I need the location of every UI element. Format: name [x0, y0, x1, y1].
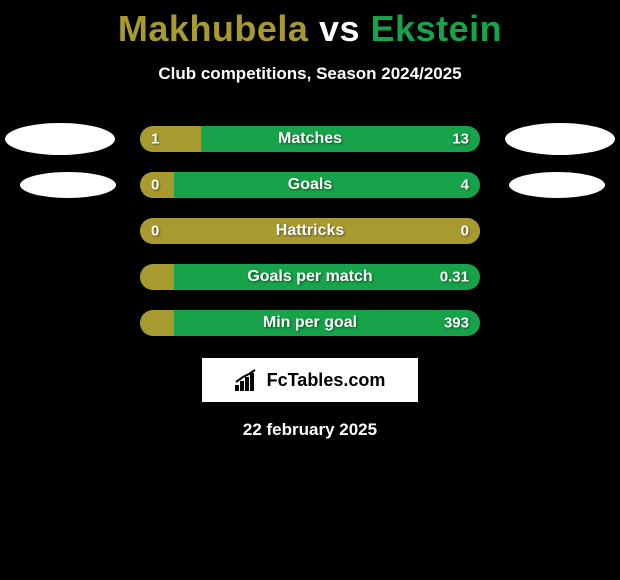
player2-avatar [509, 172, 605, 198]
player1-name: Makhubela [118, 8, 309, 49]
stat-bar: 0 4 Goals [140, 172, 480, 198]
comparison-title: Makhubela vs Ekstein [0, 0, 620, 50]
player1-avatar [5, 123, 115, 155]
stat-bar: 393 Min per goal [140, 310, 480, 336]
stat-label: Goals [288, 176, 332, 194]
stat-bar: 0 0 Hattricks [140, 218, 480, 244]
subtitle: Club competitions, Season 2024/2025 [0, 64, 620, 84]
brand-box: FcTables.com [202, 358, 418, 402]
stat-bar-fill [140, 264, 174, 290]
stat-row: 0.31 Goals per match [0, 254, 620, 300]
date-text: 22 february 2025 [0, 420, 620, 440]
brand-icon [235, 369, 261, 391]
stat-bar-fill [140, 126, 201, 152]
player2-avatar [505, 123, 615, 155]
stat-left-value: 1 [151, 131, 159, 148]
stat-right-value: 4 [461, 177, 469, 194]
stat-label: Goals per match [247, 268, 372, 286]
stat-label: Hattricks [276, 222, 344, 240]
stat-left-value: 0 [151, 223, 159, 240]
stats-chart: 1 13 Matches 0 4 Goals 0 0 Hattricks 0.31 Goals pe… [0, 116, 620, 346]
stat-row: 393 Min per goal [0, 300, 620, 346]
stat-bar-fill [140, 310, 174, 336]
vs-text: vs [319, 8, 360, 49]
stat-right-value: 0.31 [440, 269, 469, 286]
stat-row: 1 13 Matches [0, 116, 620, 162]
brand-text: FcTables.com [267, 370, 386, 391]
stat-right-value: 13 [452, 131, 469, 148]
stat-bar: 0.31 Goals per match [140, 264, 480, 290]
player1-avatar [20, 172, 116, 198]
stat-left-value: 0 [151, 177, 159, 194]
stat-row: 0 4 Goals [0, 162, 620, 208]
player2-name: Ekstein [371, 8, 503, 49]
stat-bar: 1 13 Matches [140, 126, 480, 152]
stat-right-value: 0 [461, 223, 469, 240]
stat-label: Min per goal [263, 314, 357, 332]
stat-row: 0 0 Hattricks [0, 208, 620, 254]
stat-label: Matches [278, 130, 342, 148]
stat-right-value: 393 [444, 315, 469, 332]
